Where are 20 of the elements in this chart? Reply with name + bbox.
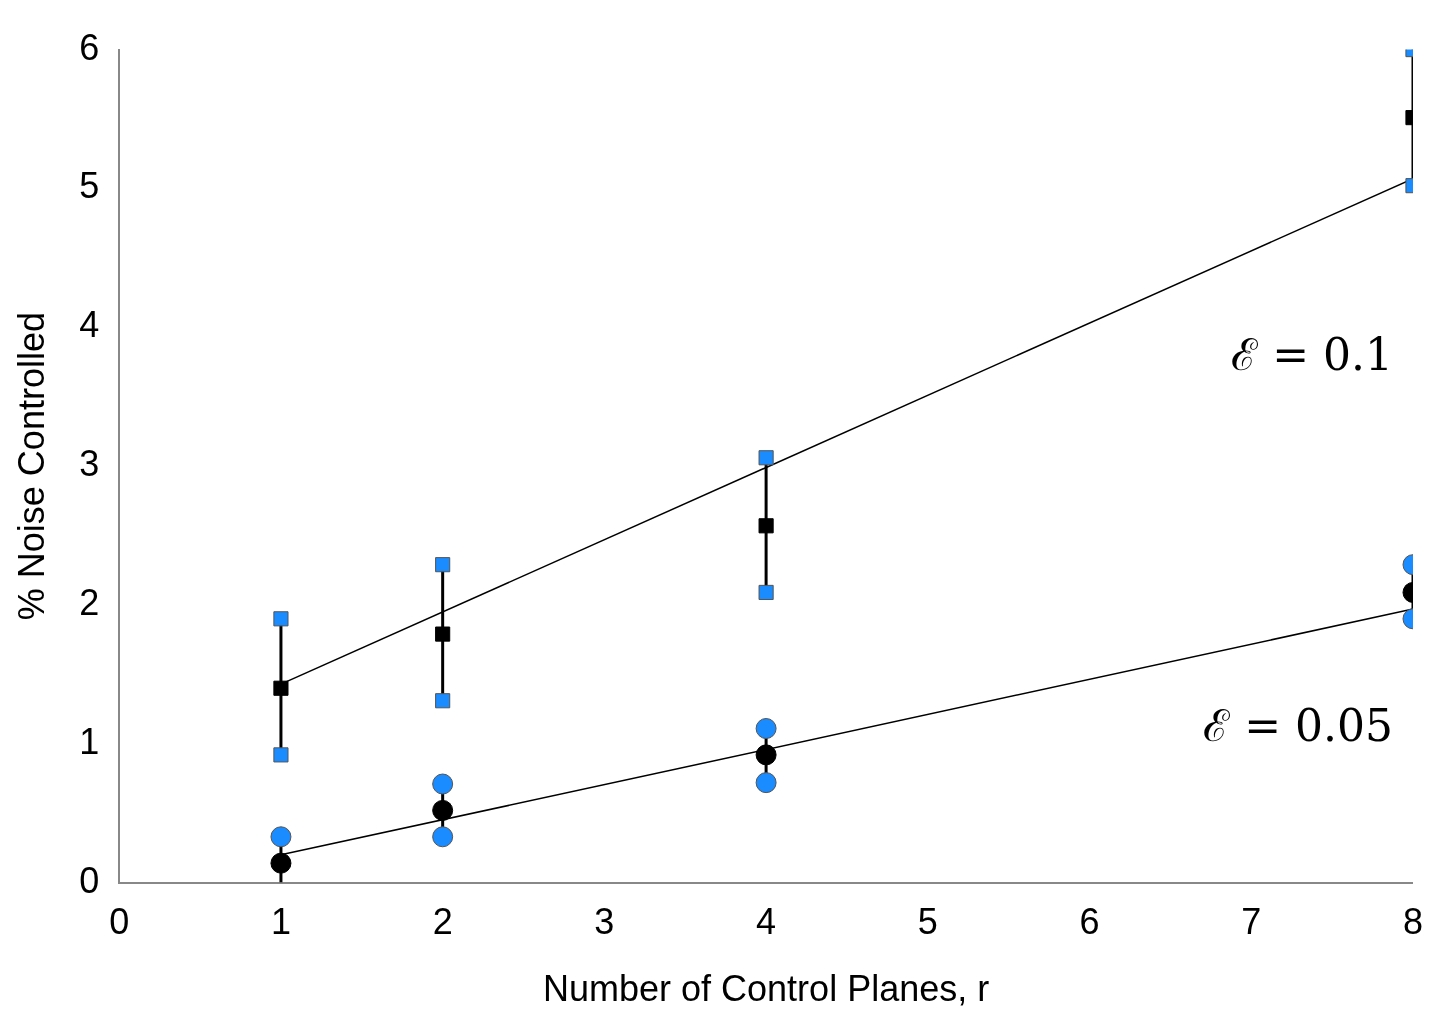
y-tick-label: 2 xyxy=(79,581,100,623)
y-tick-label: 4 xyxy=(79,304,100,346)
y-tick-label: 6 xyxy=(79,26,100,68)
x-tick-label: 4 xyxy=(756,901,777,943)
x-tick-label: 8 xyxy=(1402,901,1423,943)
y-tick-label: 0 xyxy=(79,859,100,901)
x-tick-label: 7 xyxy=(1241,901,1262,943)
annotation: ℰ = 0.05 xyxy=(1203,699,1393,751)
annotation: ℰ = 0.1 xyxy=(1231,329,1393,381)
y-axis-title: % Noise Controlled xyxy=(10,312,52,621)
x-tick-label: 6 xyxy=(1079,901,1100,943)
x-tick-label: 0 xyxy=(109,901,130,943)
x-tick-label: 2 xyxy=(432,901,453,943)
y-tick-label: 1 xyxy=(79,720,100,762)
y-tick-label: 3 xyxy=(79,443,100,485)
x-tick-label: 5 xyxy=(917,901,938,943)
x-axis-title: Number of Control Planes, r xyxy=(543,968,990,1010)
x-tick-label: 1 xyxy=(270,901,291,943)
x-tick-label: 3 xyxy=(594,901,615,943)
y-tick-label: 5 xyxy=(79,165,100,207)
